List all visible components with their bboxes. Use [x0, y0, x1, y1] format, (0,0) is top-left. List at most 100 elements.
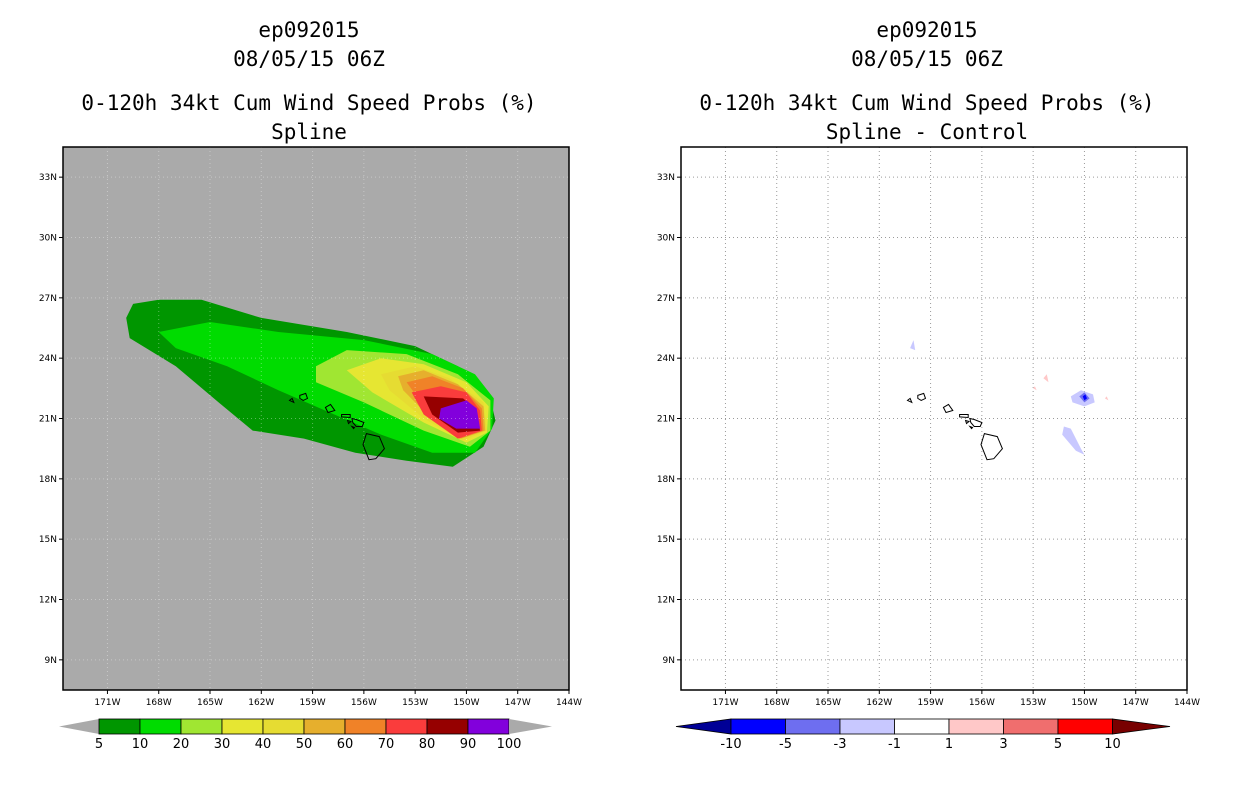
x-tick-label: 162W	[248, 698, 274, 708]
colorbar-swatch	[385, 718, 428, 735]
x-tick-label: 165W	[815, 698, 841, 708]
colorbar-label: 60	[337, 737, 354, 752]
storm-id-title: ep092015	[876, 18, 978, 42]
island-outline	[288, 397, 295, 404]
product-title: 0-120h 34kt Cum Wind Speed Probs (%)	[699, 91, 1155, 115]
x-tick-label: 144W	[1174, 698, 1200, 708]
colorbar-label: 10	[1104, 737, 1121, 752]
island-outline	[959, 414, 969, 419]
island-outline	[964, 419, 971, 425]
y-tick-label: 9N	[663, 656, 675, 666]
x-tick-label: 165W	[197, 698, 223, 708]
island-outline	[917, 392, 927, 401]
y-tick-label: 27N	[39, 294, 57, 304]
y-tick-label: 33N	[657, 173, 675, 183]
subtitle: Spline	[271, 120, 347, 144]
y-tick-label: 27N	[657, 294, 675, 304]
right-panel: ep092015 08/05/15 06Z 0-120h 34kt Cum Wi…	[618, 0, 1236, 800]
colorbar-swatch	[894, 718, 950, 735]
colorbar-label: 40	[255, 737, 272, 752]
colorbar-swatch	[221, 718, 264, 735]
storm-id-title: ep092015	[258, 18, 360, 42]
colorbar-label: 20	[173, 737, 190, 752]
x-tick-label: 144W	[556, 698, 582, 708]
island-outline	[350, 425, 356, 430]
colorbar-swatch	[426, 718, 469, 735]
datetime-title: 08/05/15 06Z	[233, 47, 385, 71]
colorbar-swatch	[1057, 718, 1113, 735]
left-panel: ep092015 08/05/15 06Z 0-120h 34kt Cum Wi…	[39, 18, 582, 752]
island-outline	[341, 414, 351, 419]
island-outline	[299, 392, 309, 401]
colorbar-label: 70	[378, 737, 395, 752]
colorbar-swatch	[139, 718, 182, 735]
x-tick-label: 150W	[1071, 698, 1097, 708]
left-map-svg: 171W 168W 165W 162W 159W 156W 153W 150W 147W 144W…	[39, 146, 582, 752]
colorbar-swatch	[180, 718, 223, 735]
x-tick-label: 156W	[969, 698, 995, 708]
colorbar-label: -3	[834, 737, 847, 752]
island-outline	[968, 425, 974, 430]
colorbar-label: 10	[132, 737, 149, 752]
island-outline	[906, 397, 913, 404]
colorbar-label: 80	[419, 737, 436, 752]
colorbar-label: -10	[720, 737, 741, 752]
colorbar-end-high	[509, 719, 552, 734]
colorbar-label: 5	[95, 737, 103, 752]
x-tick-label: 147W	[1123, 698, 1149, 708]
island-outline	[942, 403, 954, 414]
island-outline	[346, 419, 353, 425]
colorbar-swatch	[98, 718, 141, 735]
x-tick-label: 147W	[505, 698, 531, 708]
y-tick-label: 30N	[657, 234, 675, 244]
plot-content	[63, 147, 569, 690]
island-outline	[969, 417, 983, 427]
colorbar-label: 30	[214, 737, 231, 752]
x-tick-label: 153W	[1020, 698, 1046, 708]
colorbar-label: -5	[779, 737, 792, 752]
datetime-title: 08/05/15 06Z	[851, 47, 1003, 71]
colorbar-swatch	[1003, 718, 1059, 735]
x-tick-label: 153W	[402, 698, 428, 708]
x-tick-label: 159W	[918, 698, 944, 708]
diff-feature	[1104, 396, 1109, 401]
x-tick-label: 171W	[712, 698, 738, 708]
colorbar-label: 3	[999, 737, 1007, 752]
y-tick-label: 18N	[39, 475, 57, 485]
y-tick-label: 33N	[39, 173, 57, 183]
prob-contour-90	[439, 400, 481, 429]
colorbar-label: 1	[945, 737, 953, 752]
y-tick-label: 18N	[657, 475, 675, 485]
colorbar-swatch	[730, 718, 786, 735]
colorbar-swatch	[303, 718, 346, 735]
colorbar-label: -1	[888, 737, 901, 752]
diff-feature	[1043, 374, 1049, 383]
colorbar-label: 50	[296, 737, 313, 752]
colorbar-label: 100	[497, 737, 522, 752]
diff-feature	[910, 340, 916, 351]
y-tick-label: 21N	[657, 415, 675, 425]
colorbar-swatch	[948, 718, 1004, 735]
y-tick-label: 30N	[39, 234, 57, 244]
y-tick-label: 15N	[39, 535, 57, 545]
colorbar-end-high	[1112, 718, 1171, 735]
colorbar-swatch	[785, 718, 841, 735]
x-tick-label: 156W	[351, 698, 377, 708]
colorbar-end-low	[59, 719, 99, 734]
island-outline	[980, 433, 1003, 461]
island-outline	[351, 417, 365, 427]
colorbar-swatch	[344, 718, 387, 735]
diff-feature	[1082, 394, 1087, 401]
colorbar-swatch	[467, 718, 510, 735]
x-tick-label: 168W	[764, 698, 790, 708]
product-title: 0-120h 34kt Cum Wind Speed Probs (%)	[81, 91, 537, 115]
y-tick-label: 24N	[657, 354, 675, 364]
x-tick-label: 168W	[146, 698, 172, 708]
colorbar-end-low	[675, 718, 732, 735]
y-tick-label: 9N	[45, 656, 57, 666]
colorbar-label: 90	[460, 737, 477, 752]
y-tick-label: 12N	[657, 596, 675, 606]
colorbar-swatch	[839, 718, 895, 735]
y-tick-label: 21N	[39, 415, 57, 425]
y-tick-label: 24N	[39, 354, 57, 364]
